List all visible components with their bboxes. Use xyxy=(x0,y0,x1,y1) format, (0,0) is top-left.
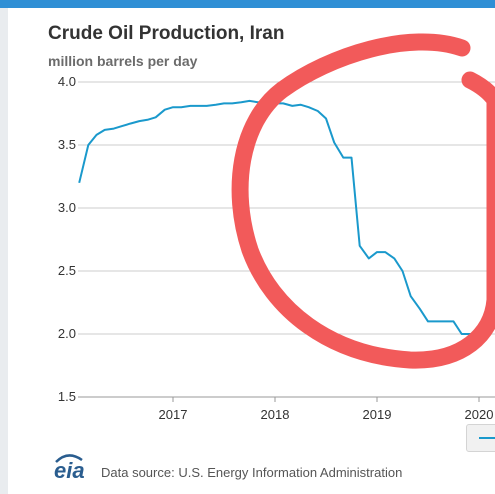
annotation-circle xyxy=(231,33,495,369)
y-tick-label: 1.5 xyxy=(58,389,76,404)
page-margin xyxy=(0,8,8,494)
annotation-layer xyxy=(231,33,495,369)
logo-arc-icon xyxy=(55,454,83,463)
x-tick-label: 2018 xyxy=(261,407,290,422)
x-tick-label: 2019 xyxy=(363,407,392,422)
y-tick-label: 2.0 xyxy=(58,326,76,341)
y-tick-label: 3.5 xyxy=(58,137,76,152)
logo-text: eia xyxy=(54,458,85,483)
chart-title: Crude Oil Production, Iran xyxy=(48,23,285,44)
y-tick-label: 2.5 xyxy=(58,263,76,278)
grid-lines xyxy=(78,81,495,398)
y-tick-label: 4.0 xyxy=(58,74,76,89)
y-tick-label: 3.0 xyxy=(58,200,76,215)
x-tick-label: 2020 xyxy=(465,407,494,422)
x-tick-label: 2017 xyxy=(159,407,188,422)
eia-logo: eia xyxy=(50,452,90,486)
y-axis-ticks: 4.0 3.5 3.0 2.5 2.0 1.5 xyxy=(58,74,76,404)
legend-swatch xyxy=(479,437,495,439)
data-source: Data source: U.S. Energy Information Adm… xyxy=(101,465,403,480)
chart-subtitle: million barrels per day xyxy=(48,53,198,69)
header-bar xyxy=(0,0,495,8)
legend[interactable] xyxy=(466,424,495,452)
x-axis-ticks: 2017 2018 2019 2020 xyxy=(159,397,494,422)
